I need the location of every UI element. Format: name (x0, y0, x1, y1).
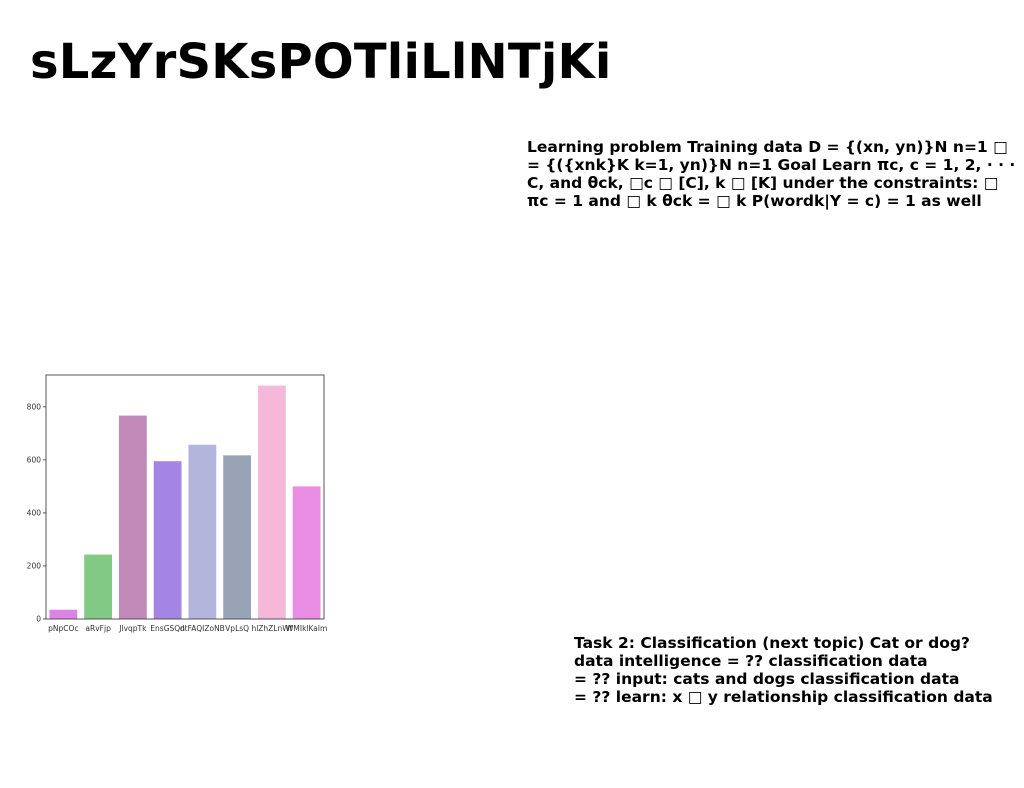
x-tick-label: JlvqpTk (118, 624, 147, 633)
text-line: C, and θck, □c □ [C], k □ [K] under the … (527, 174, 999, 192)
x-tick-label: EnsGSQn (150, 624, 185, 633)
bar-EnsGSQn (153, 461, 182, 619)
bar-hlZhZLnWf (257, 385, 286, 619)
text-line: πc = 1 and □ k θck = □ k P(wordk|Y = c) … (527, 192, 982, 210)
text-line: = ?? learn: x □ y relationship classific… (574, 688, 993, 706)
bar-VpLsQ (223, 455, 252, 619)
bar-pNpCOc (49, 609, 78, 619)
plot-frame (45, 374, 325, 620)
y-tick-label: 800 (27, 402, 42, 411)
y-tick-label: 600 (27, 455, 42, 464)
x-tick-label: dtFAQIZoNB (180, 624, 225, 633)
bar-dtFAQIZoNB (188, 444, 217, 619)
bar-JlvqpTk (118, 415, 147, 619)
x-tick-label: pNpCOc (48, 624, 78, 633)
classification-task-text: Task 2: Classification (next topic) Cat … (574, 634, 1014, 706)
x-tick-label: aRvFjp (85, 624, 111, 633)
text-line: Task 2: Classification (next topic) Cat … (574, 634, 970, 652)
y-tick-label: 0 (36, 615, 41, 624)
text-line: = {({xnk}K k=1, yn)}N n=1 Goal Learn πc,… (527, 156, 1016, 174)
bar-chart: pNpCOc aRvFjp JlvqpTk EnsGSQn dtFAQIZoNB VpLs… (20, 366, 336, 650)
text-line: Learning problem Training data D = {(xn,… (527, 138, 1008, 156)
slide-title: sLzYrSKsPOTliLlNTjKi (30, 34, 612, 90)
text-line: data intelligence = ?? classification da… (574, 652, 928, 670)
y-tick-label: 400 (27, 508, 42, 517)
text-line: = ?? input: cats and dogs classification… (574, 670, 960, 688)
x-tick-label: WMIklKalm (286, 624, 327, 633)
bar-WMIklKalm (292, 486, 321, 619)
y-tick-label: 200 (27, 561, 42, 570)
bar-aRvFjp (84, 554, 113, 619)
x-tick-label: VpLsQ (225, 624, 249, 633)
learning-problem-text: Learning problem Training data D = {(xn,… (527, 138, 1024, 210)
x-tick-label: hlZhZLnWf (251, 624, 292, 633)
